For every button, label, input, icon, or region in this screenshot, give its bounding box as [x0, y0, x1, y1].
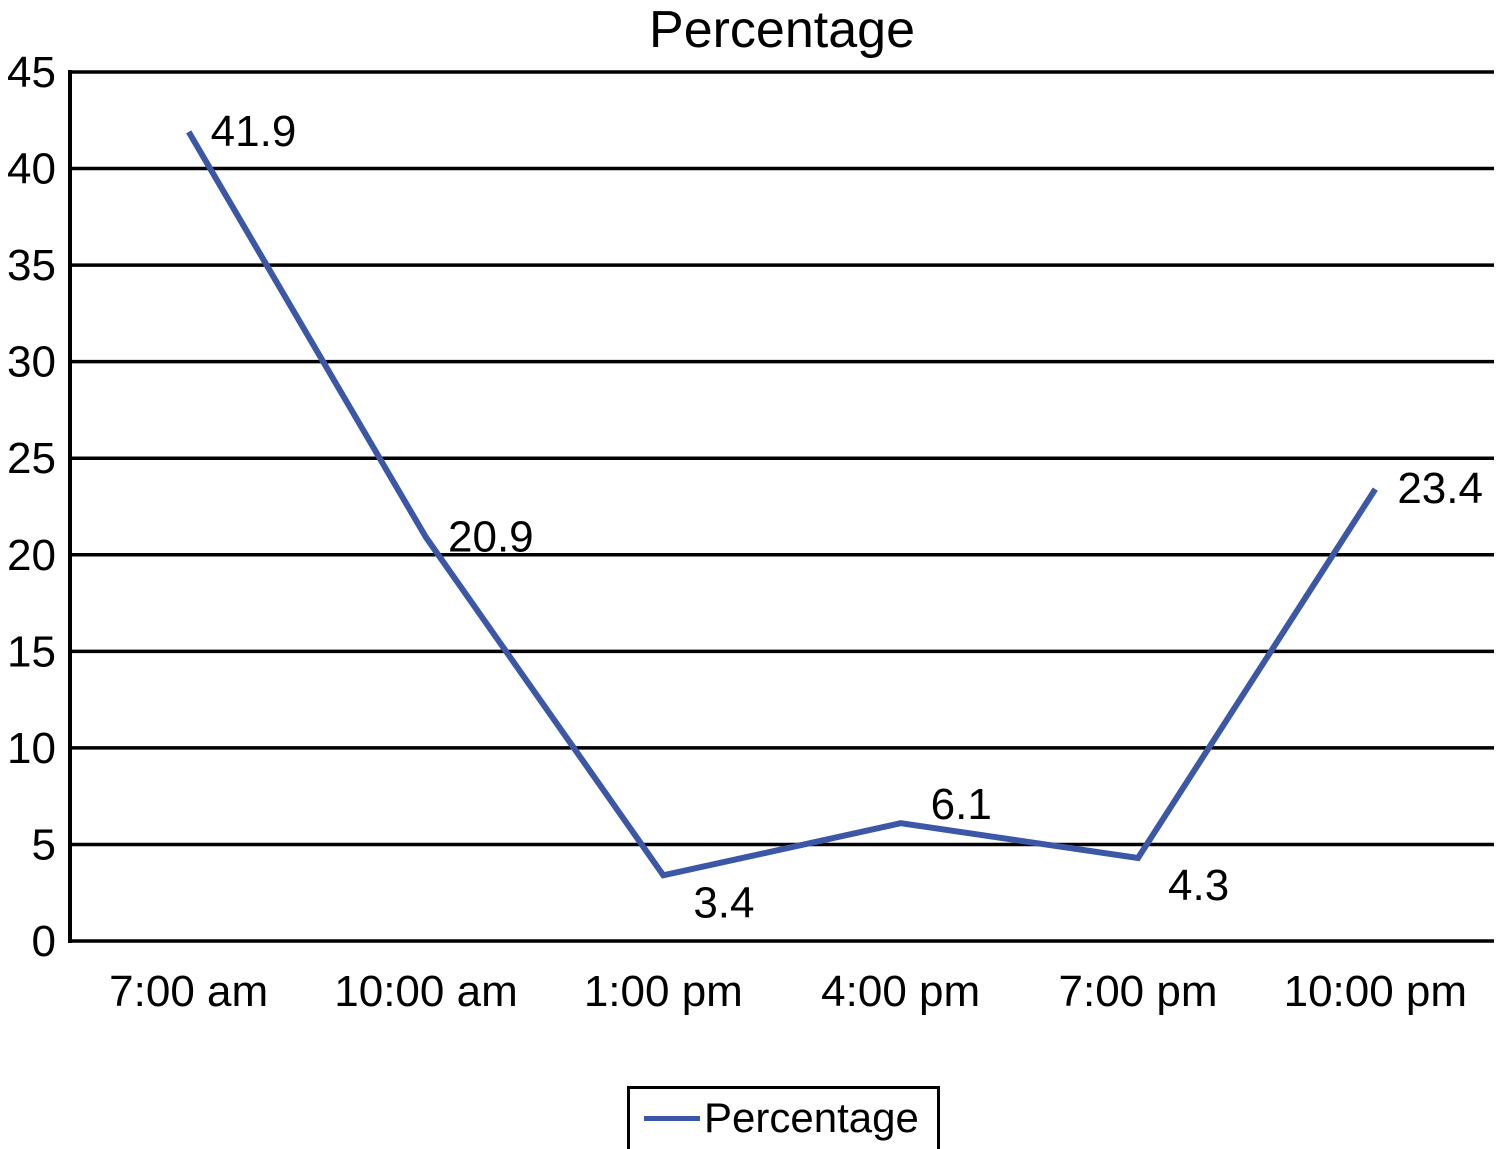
y-tick-label: 0: [32, 917, 56, 966]
series-line: [186, 130, 1378, 879]
x-tick-label: 4:00 pm: [821, 967, 980, 1016]
data-label: 23.4: [1397, 464, 1483, 513]
y-tick-label: 15: [7, 627, 56, 676]
y-tick-label: 20: [7, 531, 56, 580]
legend-line-icon: [644, 1115, 700, 1121]
x-tick-label: 10:00 am: [334, 967, 517, 1016]
x-tick-label: 7:00 am: [109, 967, 268, 1016]
chart-title: Percentage: [649, 1, 915, 59]
x-tick-label: 1:00 pm: [584, 967, 743, 1016]
y-tick-label: 35: [7, 241, 56, 290]
x-tick-label: 7:00 pm: [1059, 967, 1218, 1016]
data-label: 20.9: [448, 512, 534, 561]
legend-label: Percentage: [704, 1094, 919, 1141]
data-label: 6.1: [931, 780, 992, 829]
x-tick-label: 10:00 pm: [1284, 967, 1467, 1016]
data-label: 4.3: [1168, 861, 1229, 910]
data-label: 3.4: [693, 878, 754, 927]
y-tick-label: 45: [7, 48, 56, 97]
y-tick-label: 40: [7, 145, 56, 194]
y-tick-label: 30: [7, 338, 56, 387]
y-tick-label: 25: [7, 434, 56, 483]
y-tick-label: 5: [32, 820, 56, 869]
data-label: 41.9: [211, 107, 297, 156]
legend: Percentage: [627, 1086, 940, 1149]
y-tick-label: 10: [7, 724, 56, 773]
